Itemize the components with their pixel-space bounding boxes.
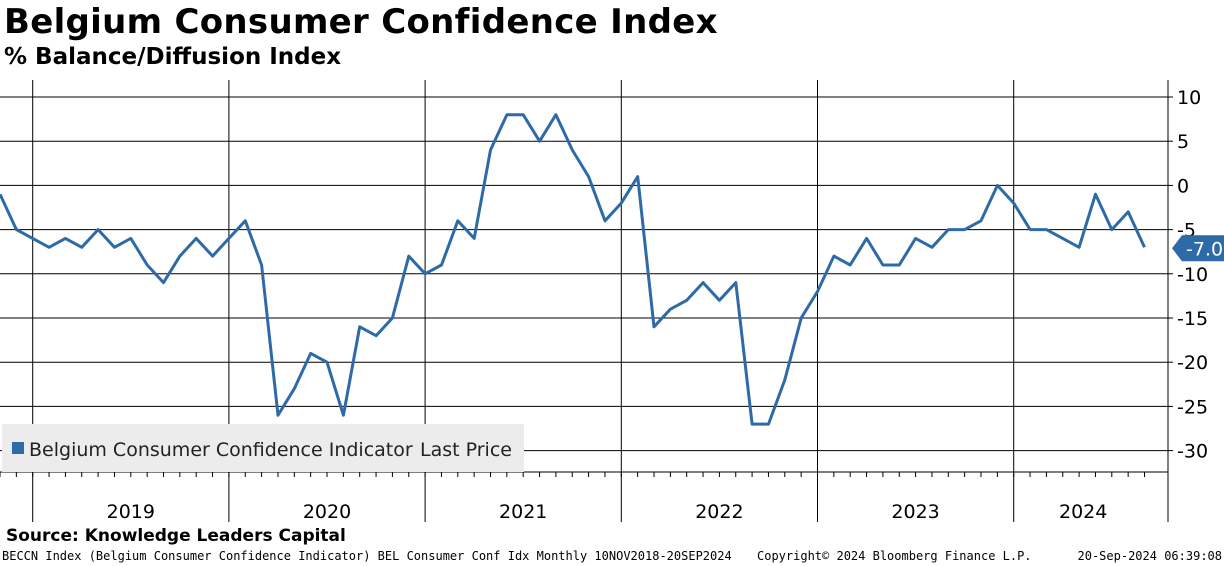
year-label-2020: 2020	[303, 501, 351, 523]
chart-subtitle: % Balance/Diffusion Index	[4, 44, 342, 70]
ticker-info: BECCN Index (Belgium Consumer Confidence…	[2, 549, 732, 563]
legend-field-label: Last Price	[420, 439, 512, 461]
legend-series-label: Belgium Consumer Confidence Indicator	[29, 439, 413, 461]
year-label-2021: 2021	[499, 501, 547, 523]
y-tick-label: -25	[1177, 396, 1208, 418]
last-value-marker: -7.0	[1172, 235, 1224, 262]
y-tick-label: 5	[1177, 131, 1189, 153]
last-value-label: -7.0	[1186, 238, 1223, 260]
y-tick-label: -20	[1177, 352, 1208, 374]
copyright-note: Copyright© 2024 Bloomberg Finance L.P.	[757, 549, 1032, 563]
x-axis-year-labels: 2019 2020 2021 2022 2023 2024	[107, 501, 1108, 523]
series-group	[0, 113, 1146, 426]
last-value-badge	[1172, 235, 1224, 262]
timestamp: 20-Sep-2024 06:39:08	[1077, 549, 1223, 563]
month-ticks	[0, 472, 1145, 477]
source-note: Source: Knowledge Leaders Capital	[6, 526, 346, 546]
horizontal-gridlines	[0, 96, 1173, 452]
legend-swatch	[12, 442, 24, 454]
y-tick-label: -15	[1177, 308, 1208, 330]
y-tick-label: -10	[1177, 264, 1208, 286]
year-label-2023: 2023	[891, 501, 939, 523]
chart-title: Belgium Consumer Confidence Index	[4, 2, 718, 42]
y-tick-label: 0	[1177, 175, 1189, 197]
y-tick-label: -30	[1177, 441, 1208, 463]
year-label-2019: 2019	[107, 501, 155, 523]
legend-background	[2, 424, 524, 472]
y-tick-label: 10	[1177, 87, 1201, 109]
year-label-2022: 2022	[695, 501, 743, 523]
series-line-consumer-confidence	[0, 113, 1146, 426]
year-label-2024: 2024	[1059, 501, 1107, 523]
legend: Belgium Consumer Confidence Indicator La…	[2, 424, 524, 472]
